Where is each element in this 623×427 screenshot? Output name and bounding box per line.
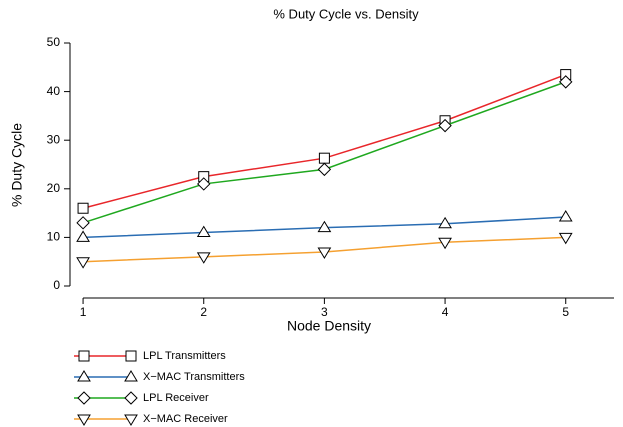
legend-label: X−MAC Transmitters bbox=[143, 371, 245, 383]
point bbox=[76, 230, 90, 242]
x-axis-label: Node Density bbox=[287, 318, 371, 334]
point bbox=[76, 257, 90, 269]
point bbox=[438, 237, 452, 250]
chart-title: % Duty Cycle vs. Density bbox=[273, 6, 419, 21]
legend-marker bbox=[124, 391, 138, 405]
y-tick-label: 30 bbox=[47, 132, 61, 146]
x-tick-label: 4 bbox=[442, 305, 449, 319]
legend-label: LPL Receiver bbox=[143, 392, 209, 404]
y-tick-label: 20 bbox=[47, 181, 61, 195]
point bbox=[196, 225, 211, 238]
point bbox=[76, 216, 90, 230]
point bbox=[317, 220, 332, 233]
y-axis-label: % Duty Cycle bbox=[9, 123, 25, 207]
y-tick-label: 10 bbox=[47, 230, 61, 244]
x-tick-label: 1 bbox=[80, 305, 87, 319]
point bbox=[438, 118, 452, 133]
legend-marker bbox=[124, 414, 138, 426]
point bbox=[558, 210, 573, 222]
point bbox=[559, 75, 573, 89]
legend-marker bbox=[77, 391, 91, 405]
y-tick-label: 0 bbox=[53, 278, 60, 292]
point bbox=[318, 152, 330, 164]
legend-label: LPL Transmitters bbox=[143, 350, 226, 362]
point bbox=[197, 177, 211, 191]
x-tick-label: 3 bbox=[321, 305, 328, 319]
series-line bbox=[82, 73, 567, 209]
legend-marker bbox=[124, 370, 138, 382]
point bbox=[438, 216, 452, 229]
legend-marker bbox=[77, 414, 91, 426]
y-tick-label: 50 bbox=[47, 35, 61, 49]
legend-marker bbox=[125, 350, 137, 362]
legend-label: X−MAC Receiver bbox=[143, 413, 228, 425]
point bbox=[317, 247, 332, 259]
x-tick-label: 5 bbox=[562, 305, 569, 319]
point bbox=[196, 252, 211, 264]
legend-marker bbox=[77, 370, 91, 382]
point bbox=[77, 202, 89, 214]
point bbox=[558, 232, 573, 245]
y-tick-label: 40 bbox=[47, 84, 61, 98]
x-tick-label: 2 bbox=[200, 305, 207, 319]
legend-marker bbox=[78, 350, 90, 362]
point bbox=[317, 162, 332, 177]
